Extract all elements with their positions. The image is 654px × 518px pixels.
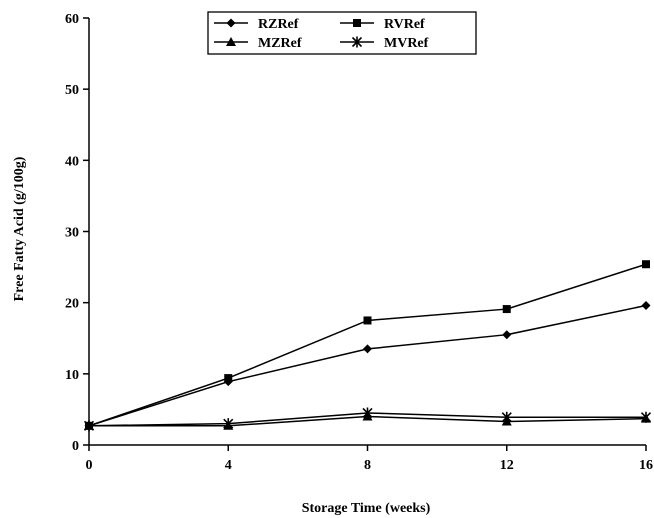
- legend-marker-MZRef: [226, 37, 236, 46]
- y-tick-label: 50: [65, 83, 79, 98]
- y-axis-title: Free Fatty Acid (g/100g): [12, 156, 27, 301]
- x-ticks: 0 4 8 12 16: [86, 445, 653, 473]
- series-layer: [83, 260, 652, 432]
- legend-label: MZRef: [258, 36, 302, 51]
- data-point-RVRef: [502, 305, 511, 314]
- axes: [88, 18, 646, 446]
- x-tick-label: 8: [364, 458, 371, 473]
- data-point-MVRef: [640, 411, 652, 423]
- series-MVRef: [83, 407, 652, 432]
- data-point-RVRef: [224, 374, 233, 383]
- data-point-MVRef: [83, 420, 95, 432]
- legend-item-RZRef: RZRef: [214, 17, 299, 32]
- x-tick-label: 0: [86, 458, 93, 473]
- y-tick-label: 40: [65, 154, 79, 169]
- x-tick-label: 4: [225, 458, 232, 473]
- data-point-MVRef: [223, 418, 234, 430]
- data-point-RVRef: [363, 316, 372, 325]
- legend-label: RVRef: [384, 17, 425, 32]
- x-axis-title: Storage Time (weeks): [302, 501, 431, 516]
- y-tick-label: 30: [65, 226, 79, 241]
- legend: RZRef RVRef MZRef MVRef: [207, 11, 477, 55]
- x-tick-label: 12: [500, 458, 514, 473]
- data-point-RVRef: [642, 260, 650, 269]
- y-tick-label: 60: [65, 12, 79, 27]
- legend-marker-MVRef: [351, 36, 363, 48]
- data-point-RZRef: [502, 330, 512, 340]
- x-tick-label: 16: [639, 458, 653, 473]
- legend-item-MZRef: MZRef: [214, 36, 302, 51]
- data-point-RZRef: [363, 344, 372, 354]
- legend-label: MVRef: [384, 36, 429, 51]
- legend-item-RVRef: RVRef: [340, 17, 425, 32]
- legend-marker-RZRef: [226, 18, 236, 28]
- legend-item-MVRef: MVRef: [340, 36, 429, 51]
- legend-marker-RVRef: [353, 19, 361, 27]
- y-tick-label: 20: [65, 297, 79, 312]
- y-ticks: 0 10 20 30 40 50 60: [65, 12, 89, 454]
- data-point-MVRef: [362, 407, 373, 419]
- data-point-RZRef: [641, 301, 651, 311]
- y-tick-label: 0: [72, 439, 79, 454]
- y-tick-label: 10: [65, 368, 79, 383]
- legend-box: [207, 11, 477, 55]
- legend-label: RZRef: [258, 17, 299, 32]
- data-point-MVRef: [501, 411, 512, 423]
